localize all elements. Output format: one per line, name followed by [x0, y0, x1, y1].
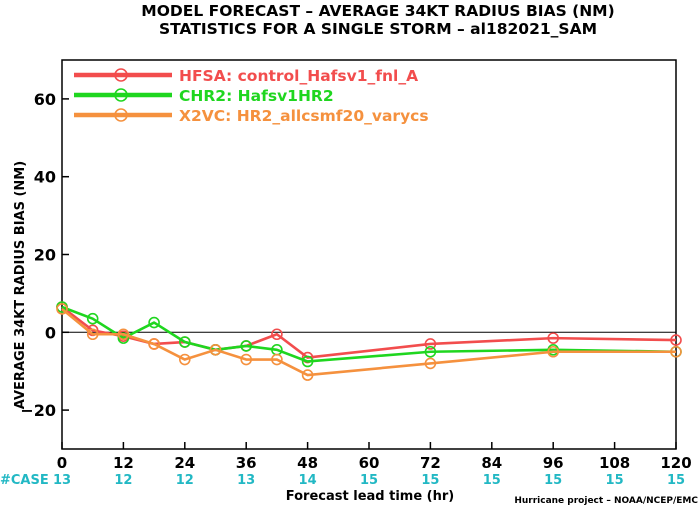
x-tick-label: 0 [57, 454, 67, 472]
x-tick-label: 72 [420, 454, 441, 472]
y-tick-label: 0 [45, 323, 56, 342]
chart-title: MODEL FORECAST – AVERAGE 34KT RADIUS BIA… [141, 2, 614, 20]
y-tick-label: 40 [34, 168, 56, 187]
legend-marker [114, 68, 128, 82]
x-tick-label: 12 [113, 454, 134, 472]
data-point [424, 357, 437, 370]
data-point [670, 345, 682, 358]
x-tick-label: 48 [297, 454, 318, 472]
x-tick-label: 60 [359, 454, 380, 472]
series-layer [56, 301, 682, 381]
data-point [424, 345, 437, 358]
case-count: 13 [237, 473, 255, 488]
case-count: 12 [114, 473, 132, 488]
series-line [61, 305, 677, 363]
data-point [547, 332, 560, 344]
legend-label: HFSA: control_Hafsv1_fnl_A [179, 67, 418, 85]
case-count: 15 [606, 473, 624, 488]
credit-text: Hurricane project – NOAA/NCEP/EMC [514, 496, 698, 506]
x-tick-label: 120 [660, 454, 691, 472]
data-point [56, 303, 68, 315]
data-point [424, 338, 437, 350]
series-line [61, 307, 676, 377]
series-1 [56, 301, 682, 368]
data-point [179, 353, 191, 366]
case-count: 14 [299, 473, 317, 488]
data-point [86, 312, 99, 325]
data-point [148, 316, 160, 329]
y-tick-label: −20 [20, 401, 56, 420]
data-point [301, 355, 314, 368]
legend-marker [114, 88, 128, 102]
chart-subtitle: STATISTICS FOR A SINGLE STORM – al182021… [159, 20, 597, 38]
x-tick-label: 36 [236, 454, 257, 472]
x-tick-label: 84 [481, 454, 502, 472]
y-tick-label: 20 [34, 246, 56, 265]
data-point [179, 336, 191, 348]
series-2 [56, 303, 682, 381]
legend: HFSA: control_Hafsv1_fnl_A CHR2: Hafsv1HR… [74, 67, 429, 125]
data-point [209, 344, 222, 356]
case-count: 15 [483, 473, 501, 488]
case-count: 13 [53, 473, 71, 488]
x-tick-label: 108 [599, 454, 630, 472]
case-label: #CASE [0, 473, 49, 488]
case-count: 15 [667, 473, 685, 488]
x-tick-label: 96 [543, 454, 564, 472]
data-point [547, 345, 560, 358]
data-point [86, 328, 99, 341]
data-point [301, 369, 314, 381]
case-count: 15 [360, 473, 378, 488]
y-tick-label: 60 [34, 90, 56, 109]
x-axis-label: Forecast lead time (hr) [286, 489, 454, 504]
data-point [271, 328, 283, 341]
case-count: 12 [176, 473, 194, 488]
case-count: 15 [544, 473, 562, 488]
data-point [271, 353, 283, 366]
data-point [240, 353, 252, 366]
x-tick-label: 24 [174, 454, 195, 472]
data-point [240, 340, 252, 352]
data-point [117, 328, 130, 341]
data-point [148, 338, 160, 350]
legend-marker [114, 108, 128, 122]
legend-label: CHR2: Hafsv1HR2 [179, 87, 334, 105]
data-point [670, 334, 682, 346]
legend-label: X2VC: HR2_allcsmf20_varycs [179, 107, 429, 125]
y-axis-label: AVERAGE 34KT RADIUS BIAS (NM) [13, 161, 28, 409]
case-count: 15 [421, 473, 439, 488]
